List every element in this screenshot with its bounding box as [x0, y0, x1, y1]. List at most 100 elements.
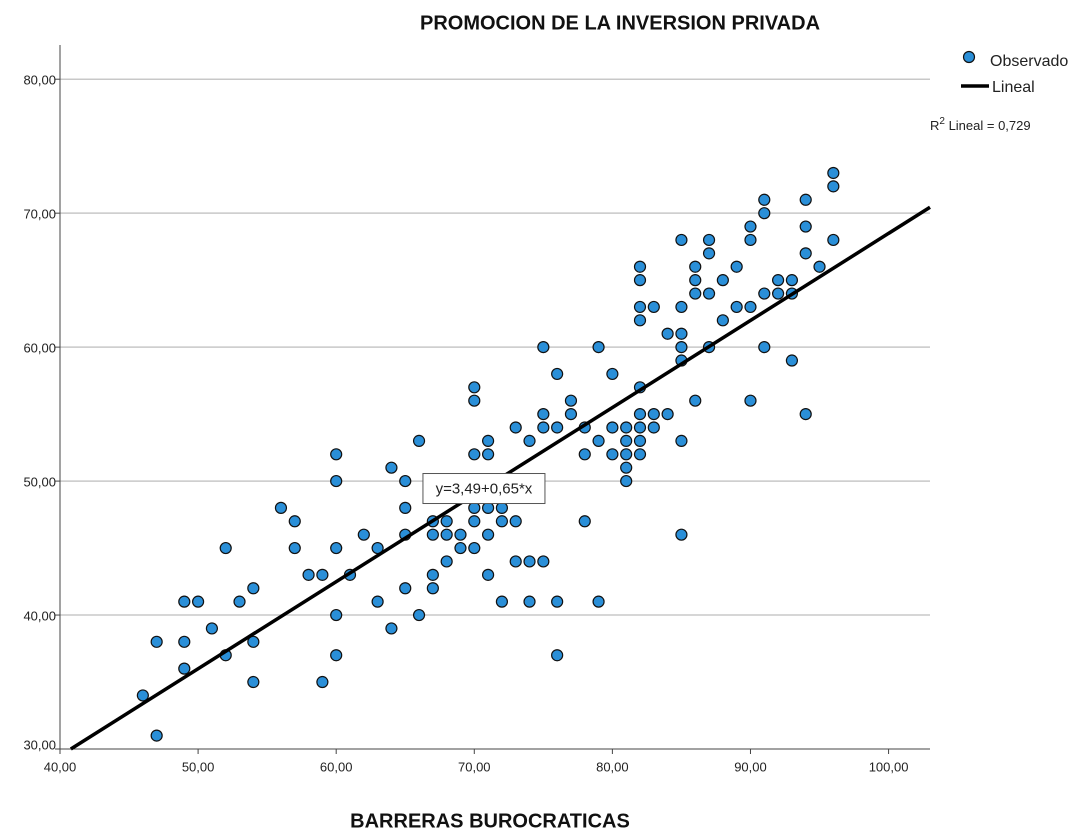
point — [440, 528, 453, 541]
point — [827, 180, 840, 193]
point — [399, 501, 412, 514]
point — [564, 394, 578, 407]
point — [744, 233, 757, 247]
point — [371, 595, 384, 608]
point — [330, 649, 343, 662]
point — [716, 274, 729, 287]
point — [827, 166, 840, 180]
point — [537, 408, 550, 421]
point — [661, 327, 674, 340]
point — [647, 300, 660, 314]
point — [675, 341, 688, 354]
point — [509, 421, 522, 434]
point — [150, 635, 163, 648]
y-tick-label: 70,00 — [23, 207, 56, 222]
x-tick-label: 50,00 — [182, 759, 215, 774]
point — [233, 595, 246, 608]
point — [620, 434, 633, 447]
point — [633, 434, 647, 447]
point — [592, 595, 605, 608]
point — [316, 675, 329, 689]
point — [537, 421, 550, 434]
r2-rest: Lineal = 0,729 — [945, 118, 1031, 133]
y-tick-label: 80,00 — [23, 73, 56, 88]
point — [716, 314, 729, 327]
point — [633, 421, 647, 434]
point — [799, 408, 812, 421]
point — [440, 515, 453, 528]
point — [771, 287, 785, 300]
point — [385, 461, 398, 474]
x-tick-label: 40,00 — [44, 759, 77, 774]
point — [744, 394, 757, 407]
point — [799, 220, 812, 233]
point — [564, 408, 578, 421]
point — [468, 448, 481, 461]
point — [399, 474, 412, 488]
point — [702, 233, 716, 247]
point — [426, 528, 439, 541]
point — [357, 528, 370, 541]
point — [509, 555, 522, 568]
point — [481, 434, 495, 447]
point — [592, 341, 605, 354]
point — [495, 595, 509, 608]
point — [551, 421, 564, 434]
point — [744, 300, 757, 314]
annotation-box — [422, 473, 546, 505]
point — [136, 689, 149, 702]
point — [468, 541, 481, 555]
point — [689, 260, 702, 273]
point — [785, 354, 799, 367]
point — [330, 608, 343, 622]
point — [399, 582, 412, 595]
point — [247, 635, 260, 648]
point — [468, 501, 481, 514]
point — [523, 434, 536, 447]
annotation: y=3,49+0,65*x — [436, 480, 533, 497]
point — [551, 595, 564, 608]
point — [468, 394, 481, 407]
point — [481, 528, 495, 541]
point — [730, 300, 743, 314]
point — [633, 408, 647, 421]
point — [537, 555, 550, 568]
legend-label: Observado — [990, 53, 1068, 70]
point — [771, 274, 785, 287]
point — [799, 193, 812, 206]
point — [178, 635, 191, 648]
point — [675, 434, 688, 447]
point — [551, 367, 564, 381]
point — [178, 595, 191, 608]
point — [758, 341, 771, 354]
point — [620, 448, 633, 461]
point — [302, 568, 315, 581]
point — [385, 622, 398, 635]
point — [758, 207, 771, 220]
point — [661, 408, 674, 421]
x-tick-label: 80,00 — [596, 759, 629, 774]
point — [606, 421, 619, 434]
point — [689, 274, 702, 287]
point — [523, 555, 536, 568]
point — [689, 287, 702, 300]
x-tick-label: 60,00 — [320, 759, 353, 774]
point — [495, 515, 509, 528]
point — [813, 260, 826, 273]
r2-label: R2 Lineal = 0,729 — [930, 116, 1031, 134]
chart-title: PROMOCION DE LA INVERSION PRIVADA — [420, 12, 820, 34]
point — [578, 515, 591, 528]
point — [412, 608, 426, 622]
point — [758, 287, 771, 300]
point — [330, 448, 343, 461]
point — [647, 421, 660, 434]
point — [633, 300, 647, 314]
point — [468, 381, 481, 394]
point — [702, 247, 716, 260]
y-tick-label: 60,00 — [23, 341, 56, 356]
point — [744, 220, 757, 233]
y-tick-label: 30,00 — [23, 737, 56, 752]
point — [675, 528, 688, 541]
point — [592, 434, 605, 447]
point — [620, 461, 633, 474]
